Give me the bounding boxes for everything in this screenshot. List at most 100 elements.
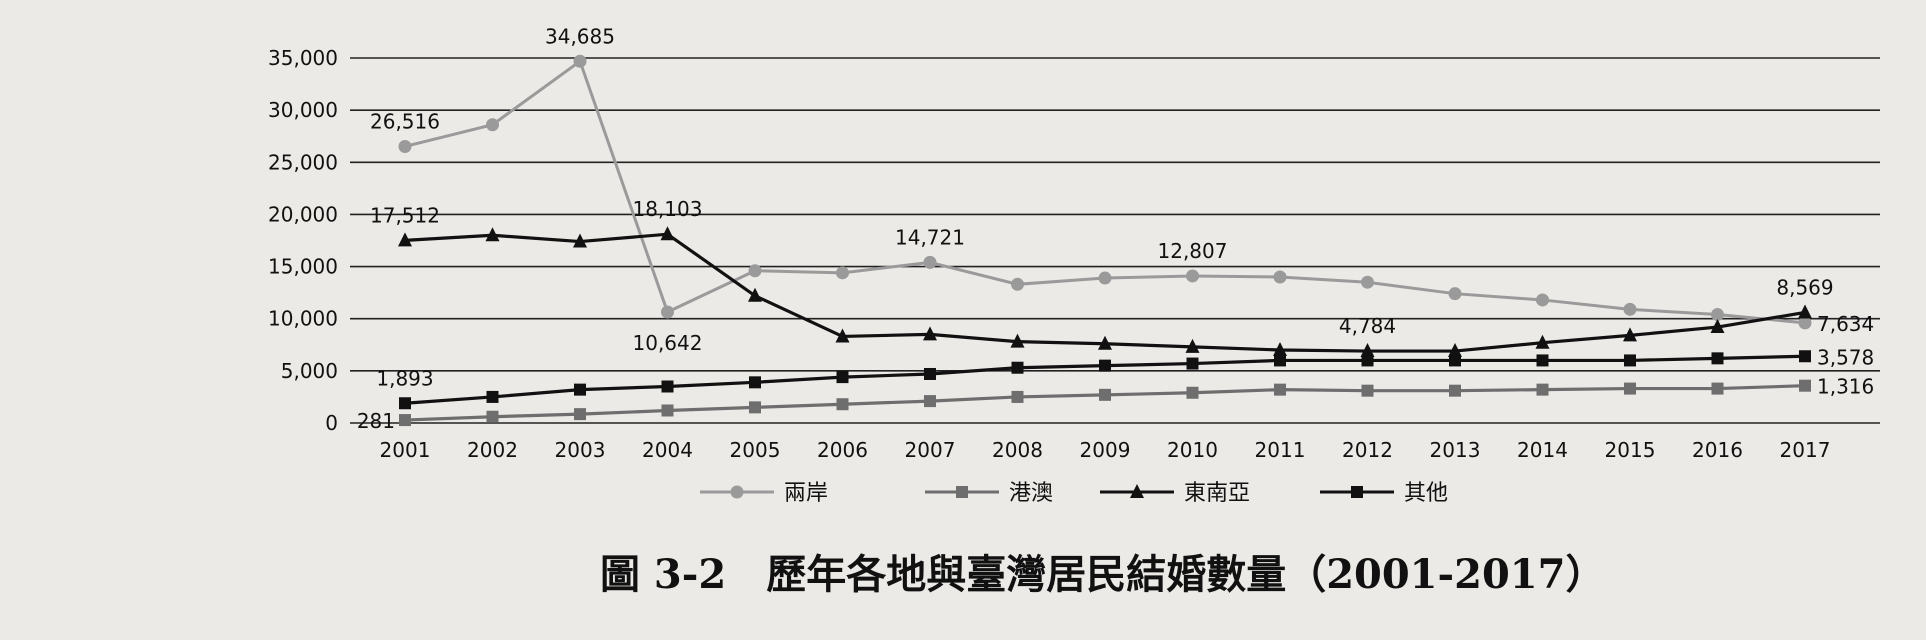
data-point [1360,343,1375,358]
series-1 [399,379,1811,427]
x-tick-label: 2002 [467,438,518,462]
data-point [1798,316,1812,330]
data-point [1098,271,1112,285]
data-point [1536,293,1549,307]
x-tick-label: 2017 [1780,438,1831,462]
x-tick-label: 2009 [1080,438,1131,462]
data-point [661,380,674,393]
data-point [923,326,937,341]
data-point [485,227,500,242]
data-point [1098,335,1112,350]
data-point [1711,352,1724,365]
data-point [574,383,586,396]
data-point [924,395,936,408]
data-point [1185,338,1200,353]
y-tick-label: 25,000 [268,150,338,174]
data-label: 3,578 [1817,345,1874,369]
data-point [1623,302,1637,316]
data-labels: 26,516 34,685 10,642 14,721 12,807 7,634 17,51… [357,24,1874,433]
y-axis: 0 5,000 10,000 15,000 20,000 25,000 30,000 35,0… [268,46,338,435]
data-point [1186,386,1199,399]
data-label: 34,685 [545,24,615,48]
data-point [399,414,411,427]
data-point [1361,384,1374,397]
x-tick-label: 2008 [992,438,1043,462]
data-point [748,264,762,278]
y-tick-label: 30,000 [268,98,338,122]
data-point [1624,354,1636,367]
x-tick-label: 2010 [1167,438,1218,462]
data-label: 1,893 [376,366,433,390]
data-point [836,398,849,411]
data-point [1010,333,1025,348]
x-tick-label: 2004 [642,438,693,462]
data-point [1274,354,1286,367]
data-point [1099,359,1111,372]
data-point [1536,354,1549,367]
legend-label: 港澳 [1009,481,1053,506]
gridlines [350,57,1880,424]
x-tick-label: 2016 [1692,438,1743,462]
data-label: 14,721 [895,225,965,249]
data-point [399,397,411,410]
data-point [1711,308,1724,322]
x-tick-label: 2013 [1430,438,1481,462]
data-point [835,328,850,343]
data-label: 281 [357,409,395,433]
data-point [486,410,499,423]
legend: 兩岸 港澳 東南亞 其他 [700,481,1448,506]
data-point [836,371,849,384]
data-label: 17,512 [370,203,440,227]
y-tick-label: 10,000 [268,307,338,331]
y-tick-label: 0 [325,411,338,435]
x-tick-label: 2014 [1517,438,1568,462]
data-point [1186,357,1199,370]
data-point [924,367,936,380]
data-point [1011,277,1024,291]
legend-label: 東南亞 [1184,481,1250,506]
data-label: 12,807 [1158,239,1228,263]
y-tick-label: 5,000 [281,359,338,383]
series-layer [398,54,1812,427]
data-point [573,54,587,68]
data-point [661,404,674,417]
legend-marker [1351,486,1363,498]
y-tick-label: 35,000 [268,46,338,70]
x-axis: 2001 2002 2003 2004 2005 2006 2007 2008 2009 2010… [380,438,1831,462]
series-3 [399,350,1811,410]
data-point [1799,350,1811,363]
data-point [748,287,762,302]
data-point [1099,388,1111,401]
legend-marker [730,485,744,499]
data-label: 26,516 [370,109,440,133]
data-point [1535,334,1550,349]
data-point [574,408,586,421]
x-tick-label: 2005 [730,438,781,462]
data-point [573,233,587,248]
data-point [1449,384,1461,397]
data-point [923,255,937,269]
data-point [1186,269,1199,283]
data-point [1536,383,1549,396]
data-point [660,226,675,241]
x-tick-label: 2006 [817,438,868,462]
data-label: 18,103 [633,197,703,221]
data-label: 1,316 [1817,375,1874,399]
data-label: 8,569 [1776,275,1833,299]
data-point [749,376,761,389]
x-tick-label: 2011 [1255,438,1306,462]
legend-marker [956,486,968,498]
data-point [486,390,499,403]
data-point [1798,304,1812,319]
data-point [1273,342,1287,356]
data-point [1710,319,1725,334]
legend-marker [1130,484,1144,498]
data-label: 10,642 [633,331,703,355]
data-point [661,305,674,319]
legend-entry-2: 東南亞 [1100,481,1250,506]
x-tick-label: 2003 [555,438,606,462]
legend-entry-0: 兩岸 [700,481,828,506]
legend-entry-1: 港澳 [925,481,1053,506]
data-point [1273,270,1287,284]
